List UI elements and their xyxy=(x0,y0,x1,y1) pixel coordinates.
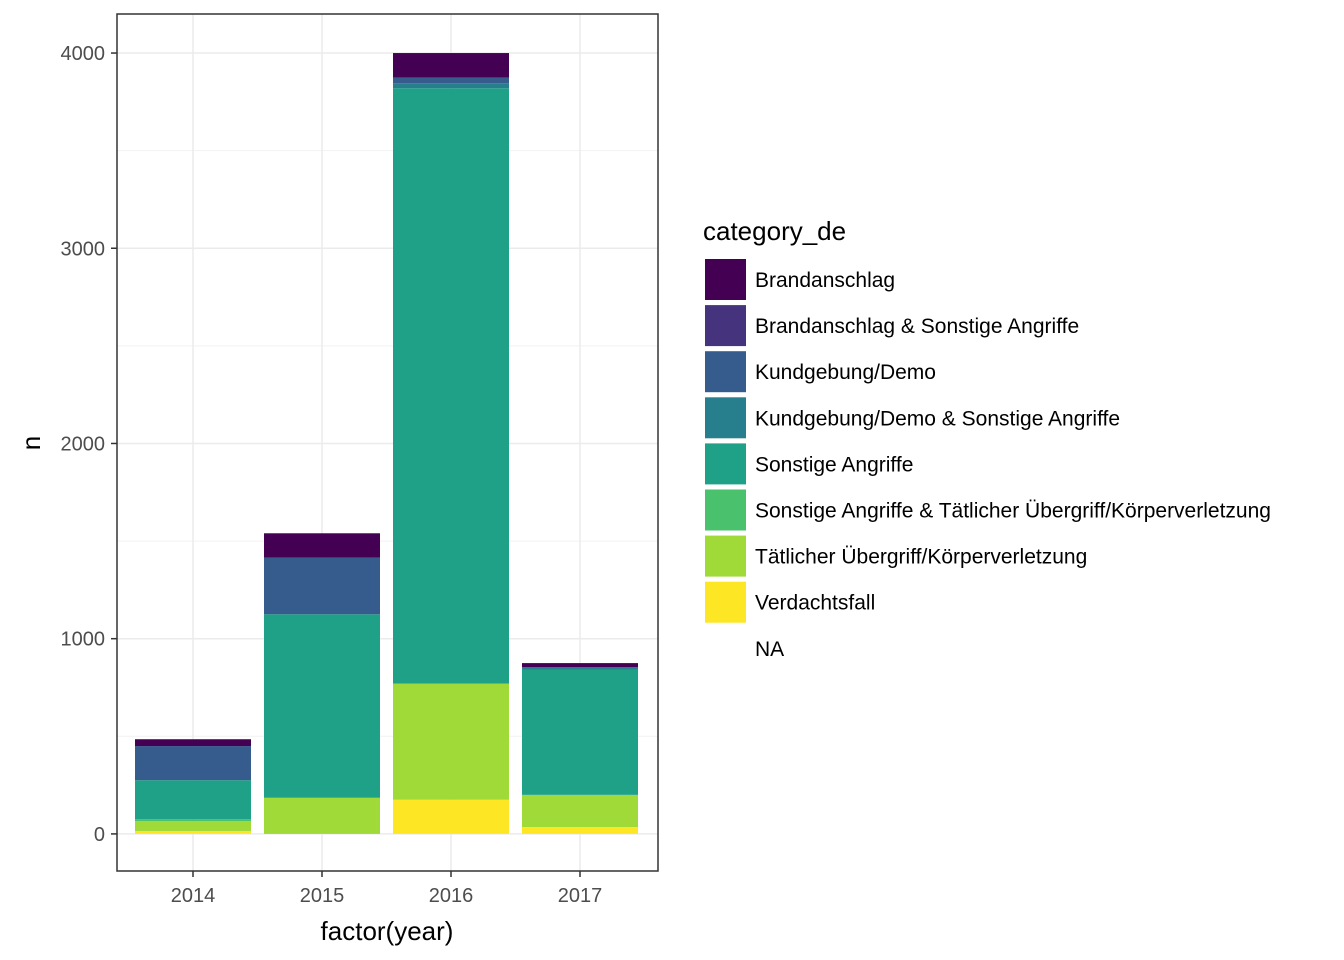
legend-key xyxy=(705,443,746,485)
legend-label: Tätlicher Übergriff/Körperverletzung xyxy=(755,546,1087,569)
bar-segment-2014-5 xyxy=(135,819,251,822)
x-tick-label: 2016 xyxy=(429,885,474,907)
legend: category_de Brandanschlag Brandanschlag &… xyxy=(703,216,1271,661)
bar-segment-2016-3 xyxy=(393,83,509,89)
bar-segment-2017-6 xyxy=(522,794,638,828)
bar-segment-2017-4 xyxy=(522,669,638,795)
legend-key xyxy=(705,581,746,623)
bars xyxy=(135,53,638,834)
bar-segment-2014-2 xyxy=(135,746,251,781)
legend-label: Brandanschlag & Sonstige Angriffe xyxy=(755,315,1079,338)
legend-label: NA xyxy=(755,638,784,661)
bar-segment-2014-6 xyxy=(135,821,251,831)
bar-segment-2017-7 xyxy=(522,827,638,834)
y-axis: 0 1000 2000 3000 4000 xyxy=(61,43,117,846)
y-tick-label: 3000 xyxy=(61,238,106,260)
y-tick-label: 0 xyxy=(94,824,105,846)
bar-segment-2014-7 xyxy=(135,830,251,834)
bar-segment-2016-4 xyxy=(393,88,509,684)
legend-label: Sonstige Angriffe xyxy=(755,453,913,476)
bar-segment-2016-0 xyxy=(393,53,509,78)
legend-key xyxy=(705,489,746,531)
y-tick-label: 2000 xyxy=(61,433,106,455)
bar-segment-2014-0 xyxy=(135,739,251,747)
bar-segment-2017-0 xyxy=(522,663,638,667)
legend-label: Brandanschlag xyxy=(755,269,895,292)
legend-key xyxy=(705,305,746,347)
legend-label: Kundgebung/Demo & Sonstige Angriffe xyxy=(755,407,1120,430)
panel-border xyxy=(116,13,659,872)
bar-segment-2015-4 xyxy=(264,614,380,798)
y-tick-label: 1000 xyxy=(61,629,106,651)
x-axis-title: factor(year) xyxy=(321,916,454,946)
bar-segment-2016-7 xyxy=(393,799,509,834)
y-axis-title: n xyxy=(16,436,46,450)
legend-key xyxy=(705,535,746,577)
legend-label: Kundgebung/Demo xyxy=(755,361,936,384)
x-tick-label: 2014 xyxy=(171,885,216,907)
bar-segment-2016-2 xyxy=(393,77,509,84)
legend-key xyxy=(705,397,746,439)
bar-segment-2014-4 xyxy=(135,780,251,820)
legend-label: Sonstige Angriffe & Tätlicher Übergriff/… xyxy=(755,500,1271,523)
legend-title: category_de xyxy=(703,216,846,246)
bar-segment-2015-6 xyxy=(264,797,380,834)
bar-segment-2015-2 xyxy=(264,557,380,615)
x-axis: 2014 2015 2016 2017 xyxy=(171,871,603,907)
x-tick-label: 2017 xyxy=(558,885,603,907)
y-tick-label: 4000 xyxy=(61,43,106,65)
bar-segment-2016-6 xyxy=(393,683,509,800)
x-tick-label: 2015 xyxy=(300,885,345,907)
legend-key xyxy=(705,259,746,300)
legend-key xyxy=(705,351,746,393)
legend-label: Verdachtsfall xyxy=(755,592,875,615)
grid-lines xyxy=(117,14,658,871)
bar-segment-2015-0 xyxy=(264,533,380,558)
bar-segment-2017-3 xyxy=(522,666,638,670)
